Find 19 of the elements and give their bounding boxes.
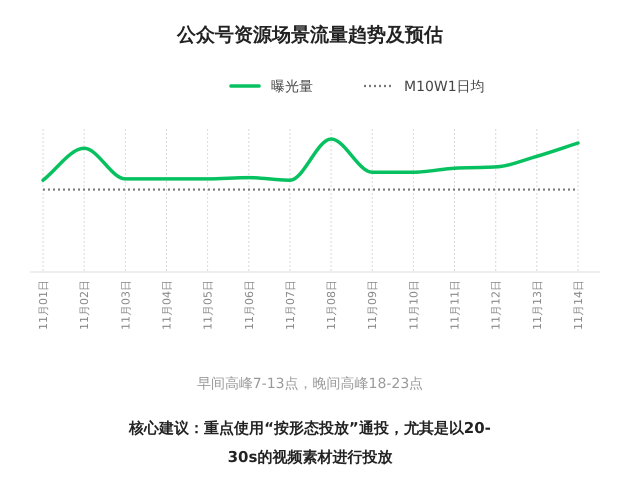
x-tick-label: 11月07日 [284, 280, 297, 330]
legend-label: M10W1日均 [404, 79, 485, 95]
x-tick-label: 11月06日 [242, 280, 256, 330]
x-tick-label: 11月10日 [407, 280, 420, 330]
x-tick-label: 11月01日 [37, 280, 50, 330]
x-tick-label: 11月05日 [202, 280, 215, 330]
x-tick-label: 11月14日 [572, 280, 585, 330]
x-tick-label: 11月12日 [490, 280, 503, 330]
text: 核心建议：重点使用“按形态投放”通投，尤其是以20-30s的视频素材进行投放 [128, 418, 492, 468]
x-tick-label: 11月02日 [78, 280, 92, 330]
x-tick-label: 11月03日 [119, 280, 132, 330]
x-tick-label: 11月08日 [325, 280, 338, 330]
legend-label: 曝光量 [271, 79, 313, 95]
x-tick-label: 11月13日 [530, 280, 544, 330]
text: 早间高峰7-13点，晚间高峰18-23点 [196, 375, 424, 393]
chart-title: 公众号资源场景流量趋势及预估 [176, 23, 444, 48]
x-tick-label: 11月11日 [448, 280, 462, 330]
x-tick-label: 11月09日 [366, 280, 380, 330]
x-tick-label: 11月04日 [160, 280, 174, 330]
